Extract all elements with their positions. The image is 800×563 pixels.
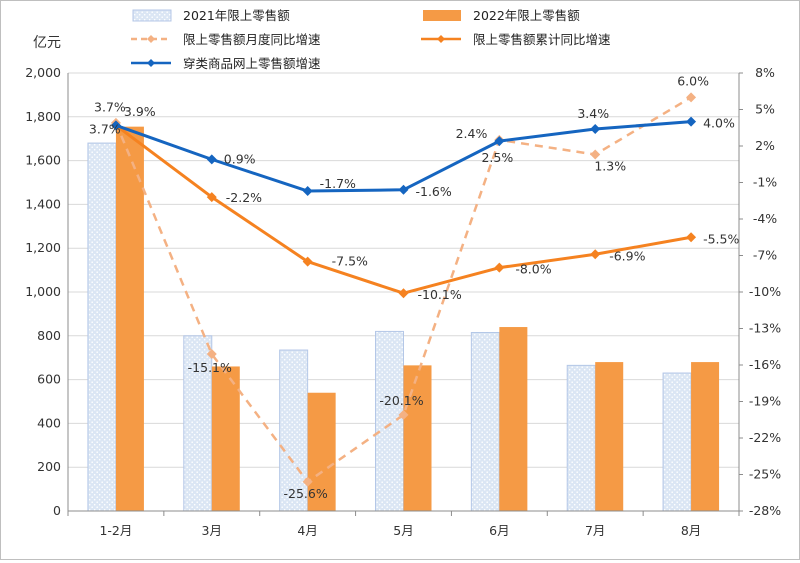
y-axis-unit-label: 亿元: [33, 35, 61, 51]
point-marker: [206, 349, 217, 360]
bar-2022: [307, 392, 336, 511]
point-marker: [590, 123, 601, 134]
y-tick-label: 1,200: [25, 240, 61, 255]
data-label: -6.9%: [609, 248, 645, 263]
point-marker: [302, 186, 313, 197]
y2-tick-label: -25%: [749, 467, 781, 482]
point-marker: [302, 256, 313, 267]
data-label: -15.1%: [188, 360, 232, 375]
y-tick-label: 600: [37, 372, 61, 387]
bar-2021: [87, 142, 117, 512]
point-marker: [398, 288, 409, 299]
legend-marker: [147, 35, 155, 43]
point-marker: [206, 154, 217, 165]
data-label: 0.9%: [224, 151, 256, 166]
legend-swatch: [132, 9, 172, 22]
bar-2022: [595, 362, 624, 511]
x-tick-label: 4月: [297, 523, 317, 538]
point-marker: [590, 249, 601, 260]
legend-label: 限上零售额累计同比增速: [473, 32, 611, 47]
y-tick-label: 800: [37, 328, 61, 343]
data-label: -25.6%: [284, 486, 328, 501]
y-tick-label: 400: [37, 415, 61, 430]
y2-tick-label: -13%: [749, 321, 781, 336]
bar-2021: [662, 372, 692, 512]
data-label: -20.1%: [379, 393, 423, 408]
y2-tick-label: -22%: [749, 430, 781, 445]
y2-tick-label: 5%: [755, 102, 775, 117]
y2-tick-label: -19%: [749, 394, 781, 409]
x-tick-label: 5月: [393, 523, 413, 538]
legend-label: 穿类商品网上零售额增速: [183, 56, 321, 71]
bar-2022: [691, 362, 720, 511]
bar-2021: [279, 349, 309, 512]
data-label: 6.0%: [677, 73, 709, 88]
data-label: -5.5%: [703, 231, 739, 246]
data-label: -1.6%: [416, 184, 452, 199]
legend-marker: [437, 35, 445, 43]
point-marker: [686, 232, 697, 243]
point-marker: [494, 262, 505, 273]
y-tick-label: 1,400: [25, 196, 61, 211]
x-tick-label: 7月: [585, 523, 605, 538]
data-label: 3.9%: [124, 104, 156, 119]
x-tick-label: 1-2月: [99, 523, 132, 538]
data-label: 3.7%: [94, 99, 126, 114]
point-marker: [398, 184, 409, 195]
bar-2021: [566, 364, 596, 512]
point-marker: [302, 476, 313, 487]
legend-label: 限上零售额月度同比增速: [183, 32, 321, 47]
y2-tick-label: -7%: [753, 248, 777, 263]
data-label: -7.5%: [332, 254, 368, 269]
bar-2022: [499, 327, 528, 511]
line-online-growth: [115, 120, 692, 193]
y2-tick-label: -1%: [753, 175, 777, 190]
point-marker: [110, 120, 121, 131]
legend-label: 2021年限上零售额: [183, 8, 290, 23]
bar-2021: [470, 332, 500, 512]
y-tick-label: 0: [53, 503, 61, 518]
data-label: 1.3%: [594, 159, 626, 174]
y2-tick-label: -4%: [753, 211, 777, 226]
y2-tick-label: 2%: [755, 138, 775, 153]
legend-marker: [147, 59, 155, 67]
data-label: -10.1%: [418, 287, 462, 302]
x-tick-label: 8月: [681, 523, 701, 538]
data-label: 2.5%: [481, 150, 513, 165]
x-tick-label: 6月: [489, 523, 509, 538]
data-label: 4.0%: [703, 116, 735, 131]
y2-tick-label: -28%: [749, 503, 781, 518]
legend-swatch: [423, 10, 461, 21]
point-marker: [590, 149, 601, 160]
y2-tick-label: -16%: [749, 357, 781, 372]
bar-2022: [211, 366, 240, 511]
point-marker: [686, 92, 697, 103]
bar-2022: [115, 126, 144, 511]
data-label: -1.7%: [320, 176, 356, 191]
y2-tick-label: 8%: [755, 65, 775, 80]
data-label: -2.2%: [226, 190, 262, 205]
bar-2021: [375, 330, 404, 512]
bar-2022: [403, 365, 432, 511]
point-marker: [398, 409, 409, 420]
y-tick-label: 1,000: [25, 284, 61, 299]
line-cumulative-growth: [115, 124, 692, 295]
legend-label: 2022年限上零售额: [473, 8, 580, 23]
point-marker: [686, 116, 697, 127]
data-label: 3.7%: [89, 121, 121, 136]
point-marker: [494, 136, 505, 147]
y2-tick-label: -10%: [749, 284, 781, 299]
y-tick-label: 1,600: [25, 153, 61, 168]
y-tick-label: 2,000: [25, 65, 61, 80]
data-label: -8.0%: [515, 262, 551, 277]
point-marker: [206, 192, 217, 203]
x-tick-label: 3月: [202, 523, 222, 538]
data-label: 3.4%: [577, 106, 609, 121]
y-tick-label: 200: [37, 459, 61, 474]
y-tick-label: 1,800: [25, 109, 61, 124]
data-label: 2.4%: [456, 126, 488, 141]
